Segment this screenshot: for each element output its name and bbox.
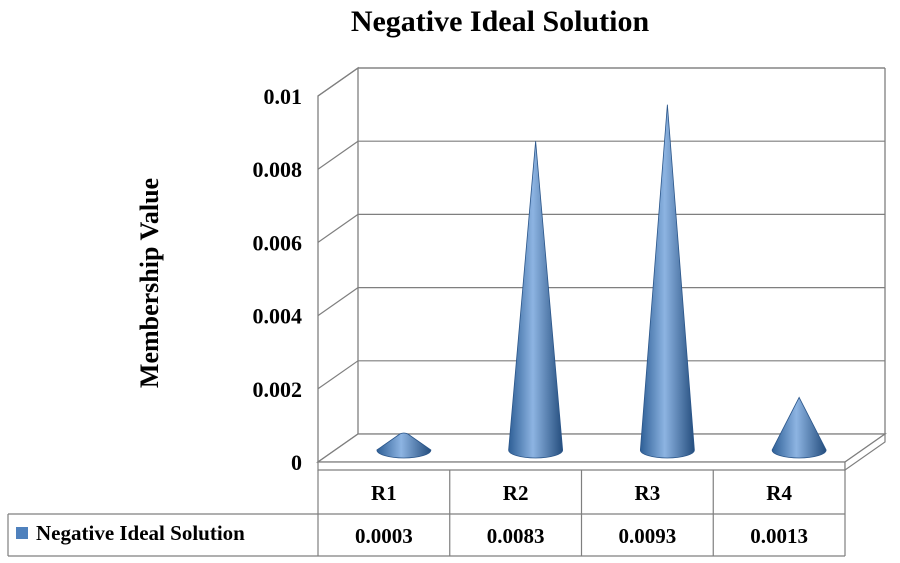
y-tick-label: 0 xyxy=(291,450,302,475)
category-label: R3 xyxy=(635,481,661,505)
gridline xyxy=(317,213,885,243)
category-label: R4 xyxy=(766,481,792,505)
cone-bar-R4 xyxy=(771,396,827,459)
y-tick-label: 0.008 xyxy=(253,157,303,182)
gridline xyxy=(317,140,885,170)
gridline xyxy=(317,287,885,317)
data-label: 0.0003 xyxy=(355,524,413,548)
cone-bar-R2 xyxy=(508,141,564,459)
cone-bars xyxy=(376,104,827,459)
chart-title: Negative Ideal Solution xyxy=(351,5,650,38)
data-label: 0.0093 xyxy=(619,524,677,548)
data-label: 0.0083 xyxy=(487,524,545,548)
category-label: R1 xyxy=(371,481,397,505)
y-tick-label: 0.01 xyxy=(264,84,303,109)
gridline xyxy=(317,360,885,390)
cone-bar-R1 xyxy=(376,432,432,459)
legend-swatch xyxy=(16,527,28,539)
y-tick-label: 0.006 xyxy=(253,230,303,255)
data-label: 0.0013 xyxy=(750,524,808,548)
gridline xyxy=(317,67,885,97)
data-table: R1 0.0003 R2 0.0083 R3 0.0093 R4 0.0013 Negative… xyxy=(7,470,846,557)
category-label: R2 xyxy=(503,481,529,505)
y-tick-label: 0.002 xyxy=(253,377,303,402)
legend-label: Negative Ideal Solution xyxy=(36,521,245,545)
y-axis-label: Membership Value xyxy=(135,178,164,388)
y-tick-label: 0.004 xyxy=(253,304,303,329)
cone-bar-R3 xyxy=(639,104,695,459)
y-tick-labels: 0 0.002 0.004 0.006 0.008 0.01 xyxy=(253,84,303,475)
